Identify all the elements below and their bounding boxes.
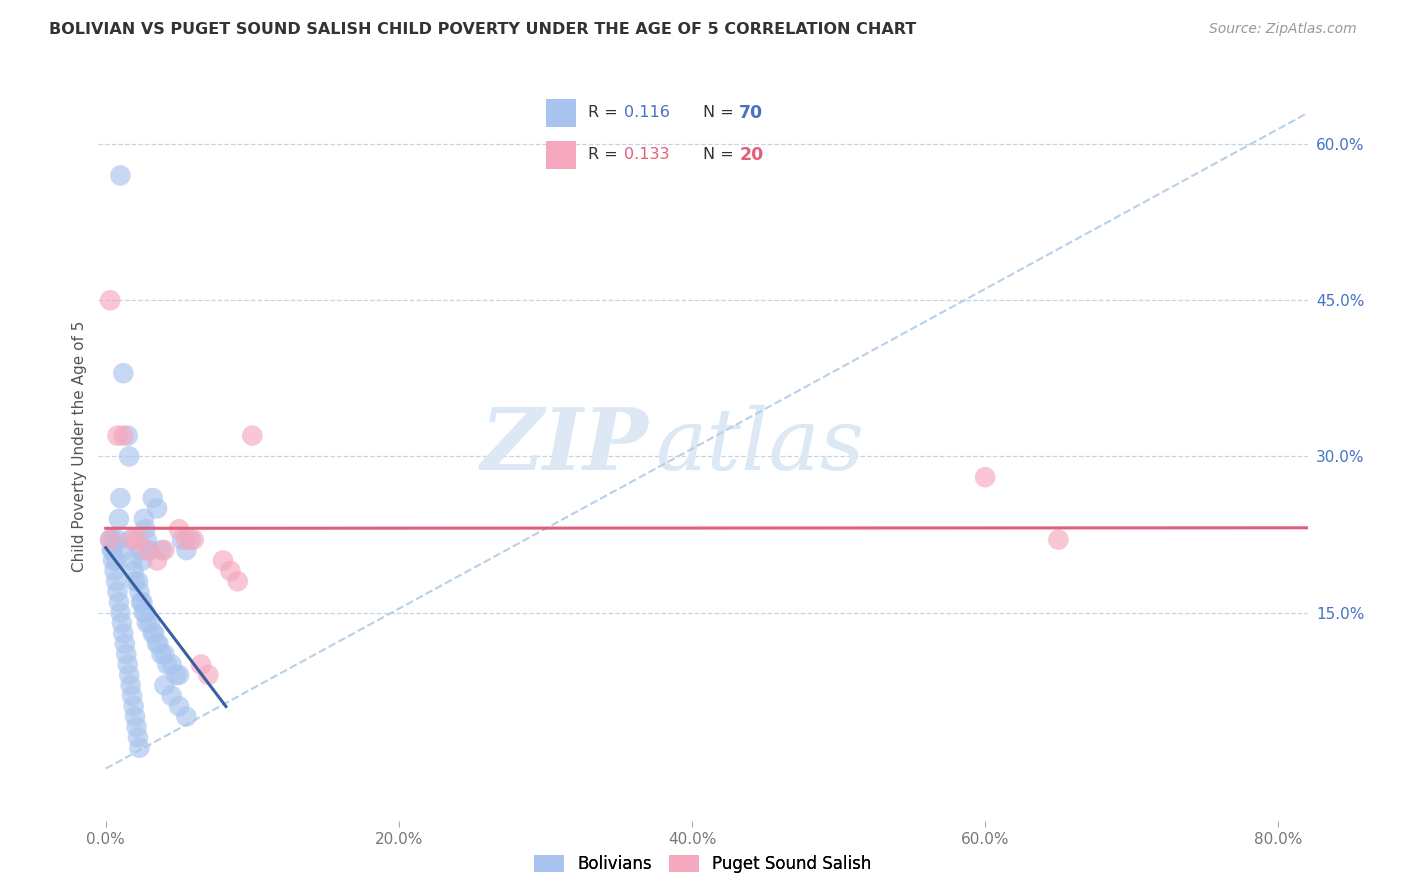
Point [197,668,219,682]
Point [165,668,187,682]
Point [117,657,139,672]
Point [132,606,155,620]
Point [121,533,143,547]
Point [110,169,132,183]
Point [128,584,150,599]
Point [111,615,134,630]
Point [142,491,165,505]
Point [120,678,142,692]
Point [118,668,141,682]
Point [105,553,128,567]
Point [240,428,263,442]
Point [219,564,242,578]
Point [98,293,121,308]
Point [190,657,212,672]
Point [135,543,157,558]
Point [107,533,129,547]
Point [118,450,141,464]
Point [129,543,152,558]
Point [98,533,121,547]
Point [131,553,153,567]
Point [101,543,124,558]
Point [148,637,170,651]
Point [132,512,155,526]
Point [146,637,169,651]
Point [122,564,145,578]
Legend: Bolivians, Puget Sound Salish: Bolivians, Puget Sound Salish [527,848,879,880]
Point [150,647,173,661]
Point [112,366,135,380]
Point [114,543,136,558]
Point [124,709,146,723]
Point [98,533,121,547]
Point [160,689,183,703]
Text: Source: ZipAtlas.com: Source: ZipAtlas.com [1209,22,1357,37]
Point [110,491,132,505]
Point [108,595,131,609]
Point [146,553,169,567]
Point [108,512,131,526]
Point [176,543,198,558]
Point [135,533,157,547]
Point [170,533,193,547]
Point [121,553,143,567]
Point [112,428,135,442]
Point [107,584,129,599]
Point [156,657,179,672]
Point [129,595,152,609]
Point [143,626,166,640]
Point [212,553,235,567]
Point [127,533,149,547]
Point [1047,533,1070,547]
Point [110,606,132,620]
Point [138,615,160,630]
Text: ZIP: ZIP [481,404,648,488]
Point [176,709,198,723]
Point [180,533,202,547]
Point [127,574,149,589]
Point [122,699,145,714]
Point [125,720,148,734]
Point [100,543,122,558]
Point [153,678,176,692]
Point [131,595,153,609]
Point [134,606,156,620]
Point [112,626,135,640]
Point [167,668,190,682]
Point [105,574,128,589]
Point [120,533,142,547]
Point [142,626,165,640]
Point [127,731,149,745]
Point [974,470,997,484]
Point [103,564,125,578]
Point [128,740,150,755]
Text: BOLIVIAN VS PUGET SOUND SALISH CHILD POVERTY UNDER THE AGE OF 5 CORRELATION CHAR: BOLIVIAN VS PUGET SOUND SALISH CHILD POV… [49,22,917,37]
Point [121,689,143,703]
Point [138,543,160,558]
Point [117,428,139,442]
Point [124,574,146,589]
Point [101,553,124,567]
Point [167,699,190,714]
Point [146,501,169,516]
Point [135,615,157,630]
Point [183,533,205,547]
Point [101,533,124,547]
Y-axis label: Child Poverty Under the Age of 5: Child Poverty Under the Age of 5 [72,320,87,572]
Point [150,543,173,558]
Point [167,522,190,536]
Point [134,522,156,536]
Point [160,657,183,672]
Point [226,574,249,589]
Point [107,428,129,442]
Point [115,647,138,661]
Point [153,647,176,661]
Point [153,543,176,558]
Text: atlas: atlas [655,405,863,487]
Point [114,637,136,651]
Point [176,533,198,547]
